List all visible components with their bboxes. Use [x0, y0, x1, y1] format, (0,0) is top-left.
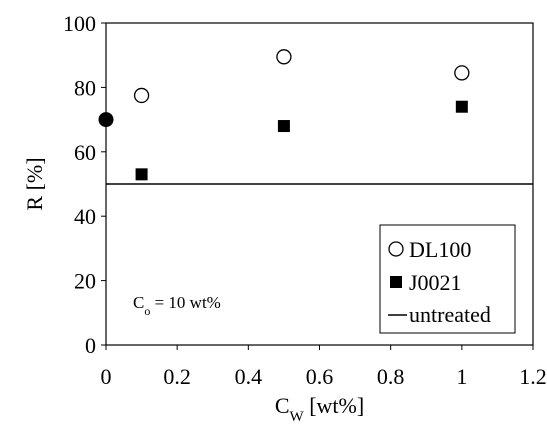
x-tick-label: 0.2	[163, 364, 191, 389]
y-tick-label: 40	[74, 204, 96, 229]
x-axis-label: CW [wt%]	[275, 393, 364, 425]
j0021-point	[455, 100, 468, 113]
origin-point	[98, 112, 114, 128]
concentration-annotation: Co = 10 wt%	[133, 293, 221, 318]
x-tick-label: 1	[456, 364, 467, 389]
legend: DL100 J0021 untreated	[379, 224, 516, 334]
x-tick-label: 0	[101, 364, 112, 389]
dl100-point	[276, 49, 292, 65]
j0021-point	[277, 120, 290, 133]
x-tick-label: 0.8	[377, 364, 405, 389]
x-tick-label: 0.4	[235, 364, 263, 389]
legend-j0021-label: J0021	[409, 270, 462, 295]
legend-j0021-marker	[390, 276, 402, 288]
dl100-point	[133, 87, 150, 104]
x-tick-label: 1.2	[519, 364, 547, 389]
j0021-point	[135, 168, 148, 181]
legend-untreated-label: untreated	[409, 302, 491, 327]
annotation-prefix: C	[133, 293, 144, 312]
y-tick-label: 60	[74, 140, 96, 165]
x-axis-ticks: 0 0.2 0.4 0.6 0.8 1 1.2	[101, 345, 547, 389]
x-tick-label: 0.6	[306, 364, 334, 389]
y-tick-label: 0	[85, 333, 96, 358]
annotation-suffix: = 10 wt%	[150, 293, 221, 312]
x-axis-label-unit: [wt%]	[304, 393, 364, 418]
annotation-subscript: o	[144, 304, 150, 318]
legend-dl100-label: DL100	[409, 237, 471, 262]
legend-dl100-marker	[388, 241, 404, 257]
y-tick-label: 100	[63, 11, 96, 36]
x-axis-label-main: C	[275, 393, 290, 418]
data-marks	[98, 49, 533, 185]
y-axis-ticks: 0 20 40 60 80 100	[63, 11, 106, 358]
x-axis-label-subscript: W	[290, 409, 305, 425]
y-tick-label: 20	[74, 269, 96, 294]
y-tick-label: 80	[74, 75, 96, 100]
y-axis-label: R [%]	[22, 157, 47, 210]
dl100-point	[454, 65, 470, 81]
